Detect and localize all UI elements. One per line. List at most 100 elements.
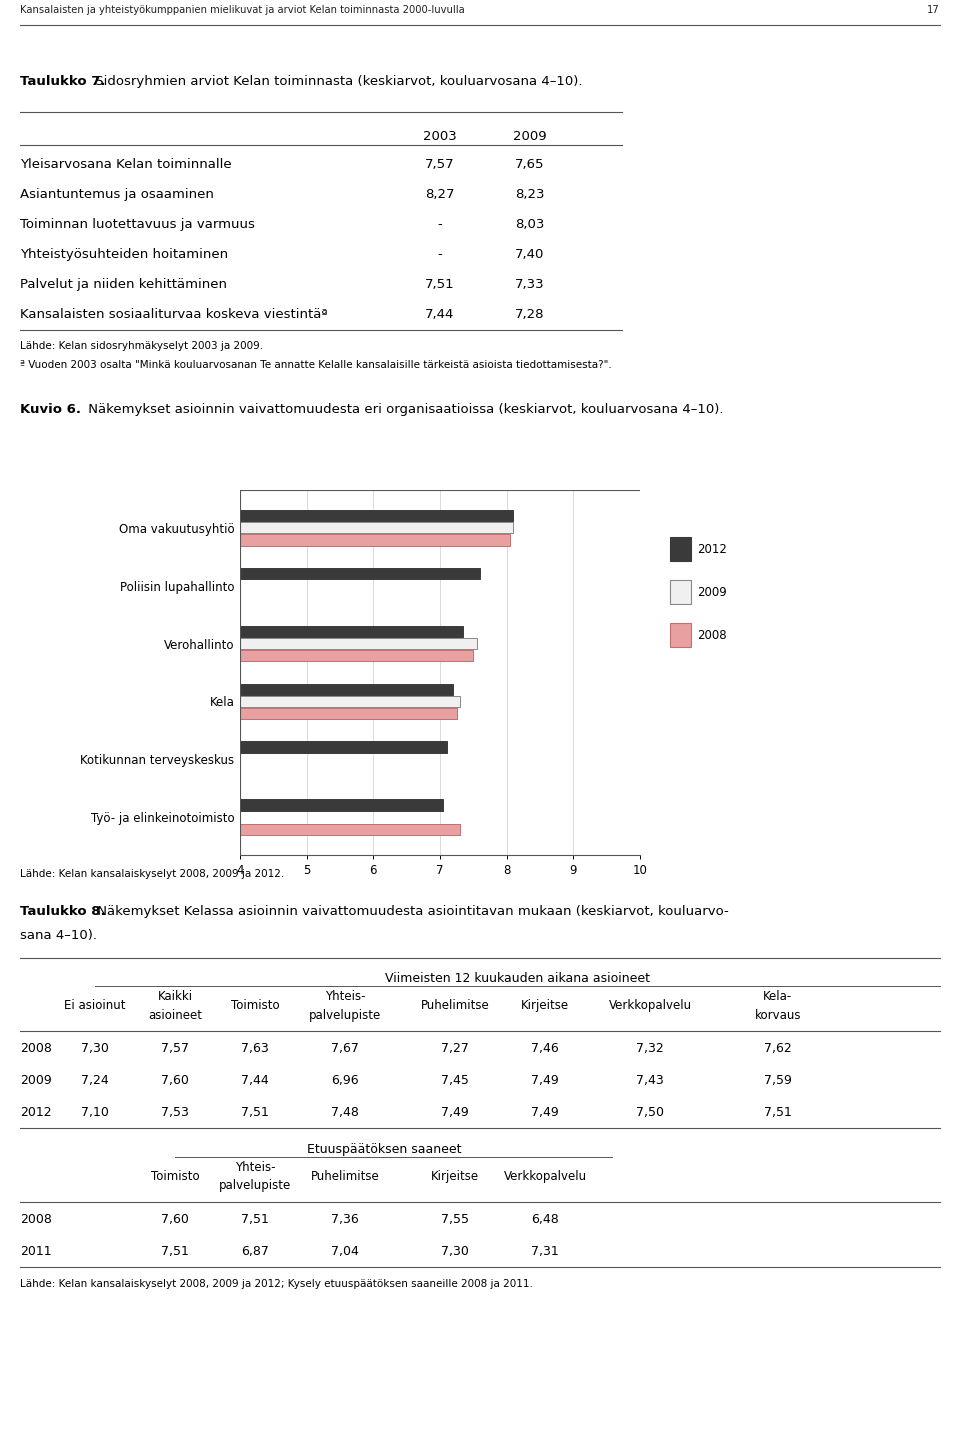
Text: Kirjeitse: Kirjeitse <box>521 999 569 1012</box>
Text: 7,46: 7,46 <box>531 1042 559 1055</box>
Text: Kela-: Kela- <box>763 990 793 1003</box>
Text: 7,62: 7,62 <box>764 1042 792 1055</box>
Text: Sidosryhmien arviot Kelan toiminnasta (keskiarvot, kouluarvosana 4–10).: Sidosryhmien arviot Kelan toiminnasta (k… <box>91 74 583 87</box>
Text: 7,45: 7,45 <box>441 1075 468 1088</box>
Text: Ei asioinut: Ei asioinut <box>64 999 126 1012</box>
Text: 2008: 2008 <box>20 1042 52 1055</box>
Text: ª Vuoden 2003 osalta "Minkä kouluarvosanan Te annatte Kelalle kansalaisille tärk: ª Vuoden 2003 osalta "Minkä kouluarvosan… <box>20 359 612 369</box>
Text: 7,51: 7,51 <box>425 278 454 290</box>
Text: 7,49: 7,49 <box>531 1075 559 1088</box>
Text: Kansalaisten ja yhteistyökumppanien mielikuvat ja arviot Kelan toiminnasta 2000-: Kansalaisten ja yhteistyökumppanien miel… <box>20 4 465 14</box>
Text: Lähde: Kelan kansalaiskyselyt 2008, 2009 ja 2012; Kysely etuuspäätöksen saaneill: Lähde: Kelan kansalaiskyselyt 2008, 2009… <box>20 1278 533 1288</box>
Bar <box>240 509 514 521</box>
Text: Taulukko 7.: Taulukko 7. <box>20 74 106 87</box>
Text: 7,65: 7,65 <box>516 157 544 170</box>
Text: 7,24: 7,24 <box>82 1075 108 1088</box>
Text: Kansalaisten sosiaaliturvaa koskeva viestintäª: Kansalaisten sosiaaliturvaa koskeva vies… <box>20 308 327 321</box>
Text: 7,67: 7,67 <box>331 1042 359 1055</box>
Text: 7,59: 7,59 <box>764 1075 792 1088</box>
Bar <box>240 650 473 661</box>
Text: 8,23: 8,23 <box>516 187 544 200</box>
Bar <box>240 568 480 580</box>
Text: Näkemykset asioinnin vaivattomuudesta eri organisaatioissa (keskiarvot, kouluarv: Näkemykset asioinnin vaivattomuudesta er… <box>84 402 723 415</box>
Text: Toimisto: Toimisto <box>151 1171 200 1183</box>
Text: 7,33: 7,33 <box>516 278 544 290</box>
Text: Yhteistyösuhteiden hoitaminen: Yhteistyösuhteiden hoitaminen <box>20 248 228 260</box>
Text: 7,57: 7,57 <box>425 157 454 170</box>
Text: 7,60: 7,60 <box>161 1213 189 1226</box>
Text: 2003: 2003 <box>422 130 457 143</box>
Text: 7,49: 7,49 <box>442 1106 468 1119</box>
Text: Yleisarvosana Kelan toiminnalle: Yleisarvosana Kelan toiminnalle <box>20 157 231 170</box>
Bar <box>240 638 477 650</box>
Text: Puhelimitse: Puhelimitse <box>311 1171 379 1183</box>
Text: 7,10: 7,10 <box>81 1106 108 1119</box>
Text: 8,03: 8,03 <box>516 218 544 230</box>
Text: 7,32: 7,32 <box>636 1042 664 1055</box>
Text: 17: 17 <box>927 4 940 14</box>
Text: 7,55: 7,55 <box>441 1213 469 1226</box>
Text: 7,28: 7,28 <box>516 308 544 321</box>
Text: 7,31: 7,31 <box>531 1245 559 1258</box>
Text: Verkkopalvelu: Verkkopalvelu <box>609 999 691 1012</box>
Text: Lähde: Kelan kansalaiskyselyt 2008, 2009 ja 2012.: Lähde: Kelan kansalaiskyselyt 2008, 2009… <box>20 869 284 879</box>
Bar <box>240 695 460 707</box>
Bar <box>240 741 446 753</box>
Text: 7,51: 7,51 <box>241 1106 269 1119</box>
Text: palvelupiste: palvelupiste <box>219 1179 291 1192</box>
Bar <box>240 534 510 545</box>
Bar <box>240 824 460 836</box>
Text: 6,87: 6,87 <box>241 1245 269 1258</box>
Text: 2008: 2008 <box>20 1213 52 1226</box>
Text: 2011: 2011 <box>20 1245 52 1258</box>
Text: Yhteis-: Yhteis- <box>235 1161 276 1173</box>
Text: 2009: 2009 <box>513 130 547 143</box>
Text: 7,44: 7,44 <box>241 1075 269 1088</box>
Text: Taulukko 8.: Taulukko 8. <box>20 904 106 919</box>
Text: 7,50: 7,50 <box>636 1106 664 1119</box>
Text: 7,57: 7,57 <box>161 1042 189 1055</box>
Text: palvelupiste: palvelupiste <box>309 1009 381 1022</box>
Text: 7,40: 7,40 <box>516 248 544 260</box>
Text: 7,44: 7,44 <box>425 308 454 321</box>
Text: Toiminnan luotettavuus ja varmuus: Toiminnan luotettavuus ja varmuus <box>20 218 255 230</box>
Text: Lähde: Kelan sidosryhmäkyselyt 2003 ja 2009.: Lähde: Kelan sidosryhmäkyselyt 2003 ja 2… <box>20 341 263 351</box>
Text: Viimeisten 12 kuukauden aikana asioineet: Viimeisten 12 kuukauden aikana asioineet <box>385 972 650 985</box>
Text: 7,48: 7,48 <box>331 1106 359 1119</box>
Text: Palvelut ja niiden kehittäminen: Palvelut ja niiden kehittäminen <box>20 278 228 290</box>
Text: -: - <box>438 248 442 260</box>
Text: 7,27: 7,27 <box>441 1042 468 1055</box>
Text: korvaus: korvaus <box>755 1009 802 1022</box>
Text: 7,53: 7,53 <box>161 1106 189 1119</box>
Text: -: - <box>438 218 442 230</box>
Text: 7,36: 7,36 <box>331 1213 359 1226</box>
Text: 2009: 2009 <box>697 585 727 598</box>
Text: Kaikki: Kaikki <box>157 990 193 1003</box>
Text: Kuvio 6.: Kuvio 6. <box>20 402 82 415</box>
Text: Yhteis-: Yhteis- <box>324 990 365 1003</box>
Text: 2009: 2009 <box>20 1075 52 1088</box>
Text: 7,49: 7,49 <box>531 1106 559 1119</box>
Text: 7,63: 7,63 <box>241 1042 269 1055</box>
Text: Puhelimitse: Puhelimitse <box>420 999 490 1012</box>
Bar <box>240 522 514 534</box>
Text: Toimisto: Toimisto <box>230 999 279 1012</box>
Text: 7,30: 7,30 <box>81 1042 108 1055</box>
Text: 7,51: 7,51 <box>241 1213 269 1226</box>
Text: Näkemykset Kelassa asioinnin vaivattomuudesta asiointitavan mukaan (keskiarvot, : Näkemykset Kelassa asioinnin vaivattomuu… <box>93 904 729 919</box>
Text: sana 4–10).: sana 4–10). <box>20 929 97 942</box>
Text: 6,96: 6,96 <box>331 1075 359 1088</box>
Text: Etuuspäätöksen saaneet: Etuuspäätöksen saaneet <box>307 1143 461 1156</box>
Text: Asiantuntemus ja osaaminen: Asiantuntemus ja osaaminen <box>20 187 214 200</box>
Text: 7,51: 7,51 <box>764 1106 792 1119</box>
Text: Kirjeitse: Kirjeitse <box>431 1171 479 1183</box>
Text: 2008: 2008 <box>697 628 727 641</box>
Bar <box>240 684 453 695</box>
Text: 7,30: 7,30 <box>441 1245 468 1258</box>
Bar <box>240 625 464 637</box>
Text: 2012: 2012 <box>697 542 727 555</box>
Text: 6,48: 6,48 <box>531 1213 559 1226</box>
Text: Verkkopalvelu: Verkkopalvelu <box>503 1171 587 1183</box>
Bar <box>240 800 444 811</box>
Text: 2012: 2012 <box>20 1106 52 1119</box>
